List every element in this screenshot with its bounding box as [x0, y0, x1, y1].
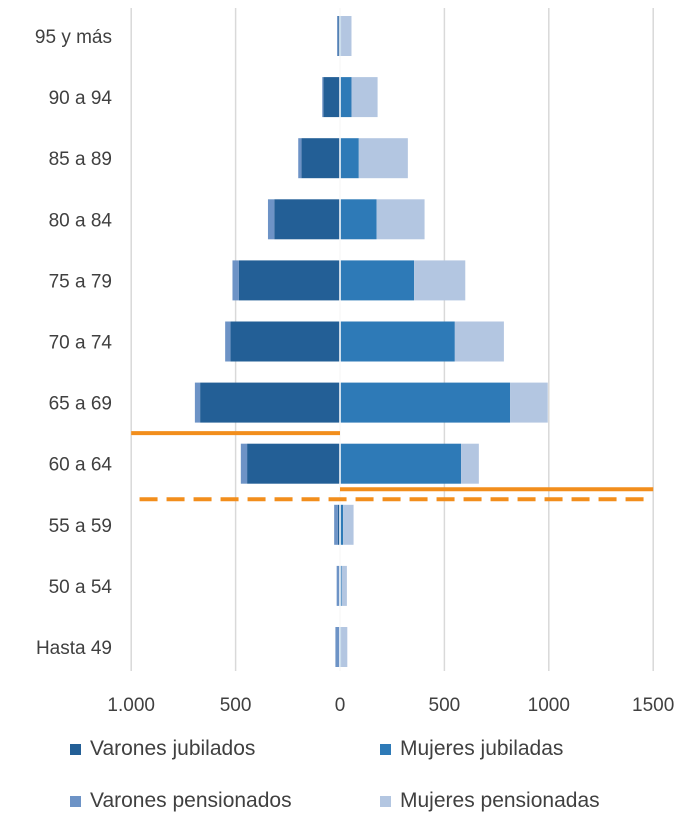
bars [194, 8, 548, 671]
bar-mujeres-jubiladas-50-a-54 [340, 565, 342, 606]
category-labels: 95 y más 90 a 94 85 a 89 80 a 84 75 a 79 70 a… [35, 27, 113, 659]
bar-varones-pensionados-80-a-84 [267, 199, 275, 240]
bar-varones-pensionados-hasta-49 [335, 627, 340, 667]
bar-varones-pensionados-50-a-54 [336, 565, 340, 606]
bar-mujeres-pensionadas-70-a-74 [454, 321, 504, 362]
bar-varones-pensionados-55-a-59 [334, 504, 338, 545]
category-label: 95 y más [35, 27, 112, 48]
legend-item-mujeres-jubiladas: Mujeres jubiladas [380, 737, 563, 761]
bar-varones-jubilados-60-a-64 [247, 443, 340, 484]
x-tick-label: 1000 [528, 695, 570, 716]
legend-swatch [70, 743, 81, 755]
bar-mujeres-jubiladas-70-a-74 [340, 321, 455, 362]
bar-varones-pensionados-75-a-79 [232, 260, 239, 301]
category-label: 50 a 54 [49, 577, 113, 598]
bar-varones-pensionados-65-a-69 [194, 382, 201, 423]
bar-mujeres-pensionadas-95-y-mas [341, 16, 352, 56]
legend-swatch [380, 743, 391, 755]
bar-varones-pensionados-70-a-74 [225, 321, 231, 362]
legend-label: Varones jubilados [90, 737, 256, 760]
legend-label: Mujeres jubiladas [400, 737, 564, 760]
bar-mujeres-pensionadas-55-a-59 [343, 504, 354, 545]
bar-varones-jubilados-55-a-59 [337, 504, 340, 545]
category-label: 75 a 79 [49, 271, 112, 292]
bar-varones-jubilados-70-a-74 [230, 321, 340, 362]
legend-item-varones-jubilados: Varones jubilados [70, 737, 255, 761]
category-label: 55 a 59 [49, 516, 112, 537]
bar-mujeres-jubiladas-65-a-69 [340, 382, 511, 423]
bar-mujeres-pensionadas-60-a-64 [461, 443, 479, 484]
category-label: 65 a 69 [49, 394, 112, 415]
bar-mujeres-pensionadas-75-a-79 [414, 260, 466, 301]
bar-varones-pensionados-90-a-94 [322, 77, 324, 118]
x-tick-labels: 1.000 500 0 500 1000 1500 [107, 695, 674, 716]
bar-varones-pensionados-60-a-64 [240, 443, 248, 484]
population-pyramid-chart: 95 y más 90 a 94 85 a 89 80 a 84 75 a 79 70 a… [35, 8, 674, 716]
bar-mujeres-pensionadas-50-a-54 [341, 565, 347, 606]
bar-mujeres-pensionadas-hasta-49 [341, 627, 348, 667]
x-tick-label: 500 [429, 695, 461, 716]
bar-varones-jubilados-65-a-69 [200, 382, 340, 423]
bar-varones-jubilados-75-a-79 [238, 260, 340, 301]
x-tick-label: 1500 [632, 695, 674, 716]
legend-item-varones-pensionados: Varones pensionados [70, 789, 292, 813]
bar-varones-pensionados-85-a-89 [298, 138, 302, 179]
legend-swatch [380, 795, 391, 807]
bar-mujeres-pensionadas-85-a-89 [358, 138, 408, 179]
legend-item-mujeres-pensionadas: Mujeres pensionadas [380, 789, 600, 813]
category-label: 85 a 89 [49, 149, 112, 170]
bar-varones-jubilados-85-a-89 [301, 138, 340, 179]
bar-mujeres-jubiladas-90-a-94 [340, 77, 352, 118]
bar-mujeres-jubiladas-75-a-79 [340, 260, 415, 301]
reference-lines [131, 431, 654, 502]
bar-mujeres-jubiladas-85-a-89 [340, 138, 359, 179]
bar-mujeres-jubiladas-80-a-84 [340, 199, 377, 240]
x-tick-label: 1.000 [107, 695, 155, 716]
bar-mujeres-jubiladas-60-a-64 [340, 443, 462, 484]
category-label: Hasta 49 [36, 638, 112, 659]
bar-varones-jubilados-80-a-84 [274, 199, 340, 240]
x-tick-label: 0 [335, 695, 346, 716]
legend: Varones jubilados Mujeres jubiladas Varo… [0, 726, 682, 813]
bar-mujeres-jubiladas-55-a-59 [340, 504, 344, 545]
category-label: 90 a 94 [49, 88, 113, 109]
legend-label: Varones pensionados [90, 789, 292, 812]
bar-mujeres-pensionadas-80-a-84 [376, 199, 425, 240]
bar-varones-jubilados-95-y-mas [338, 16, 340, 56]
bar-varones-pensionados-95-y-mas [337, 16, 339, 56]
legend-swatch [70, 795, 81, 807]
x-tick-label: 500 [220, 695, 252, 716]
bar-mujeres-pensionadas-65-a-69 [510, 382, 548, 423]
bar-mujeres-pensionadas-90-a-94 [351, 77, 378, 118]
category-label: 60 a 64 [49, 455, 113, 476]
legend-label: Mujeres pensionadas [400, 789, 600, 812]
bar-varones-jubilados-90-a-94 [323, 77, 340, 118]
category-label: 80 a 84 [49, 210, 113, 231]
category-label: 70 a 74 [49, 333, 113, 354]
